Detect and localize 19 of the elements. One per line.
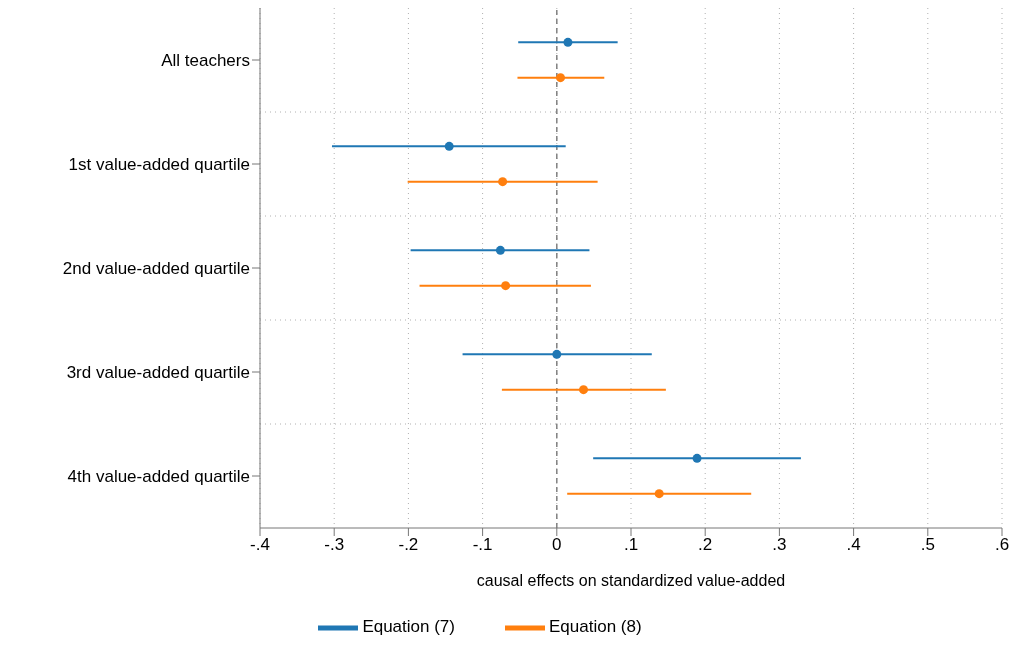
y-tick-label: 2nd value-added quartile bbox=[62, 259, 250, 279]
x-axis-title: causal effects on standardized value-added bbox=[476, 572, 786, 589]
y-tick-label: All teachers bbox=[161, 51, 250, 71]
x-tick-label: .6 bbox=[994, 535, 1010, 555]
legend-label: Equation (7) bbox=[362, 617, 455, 637]
legend-label: Equation (8) bbox=[549, 617, 642, 637]
x-tick-label: -.1 bbox=[472, 535, 493, 555]
x-tick-label: -.4 bbox=[250, 535, 270, 555]
y-tick-label: 1st value-added quartile bbox=[68, 155, 250, 175]
x-tick-label: -.3 bbox=[324, 535, 345, 555]
x-tick-label: 0 bbox=[552, 535, 562, 555]
x-tick-label: .4 bbox=[846, 535, 861, 555]
x-tick-label: .2 bbox=[698, 535, 713, 555]
x-tick-label: .1 bbox=[623, 535, 639, 555]
x-tick-label: -.2 bbox=[398, 535, 419, 555]
y-tick-label: 4th value-added quartile bbox=[67, 467, 250, 487]
x-tick-label: .3 bbox=[772, 535, 787, 555]
y-tick-label: 3rd value-added quartile bbox=[66, 363, 250, 383]
x-tick-label: .5 bbox=[920, 535, 935, 555]
